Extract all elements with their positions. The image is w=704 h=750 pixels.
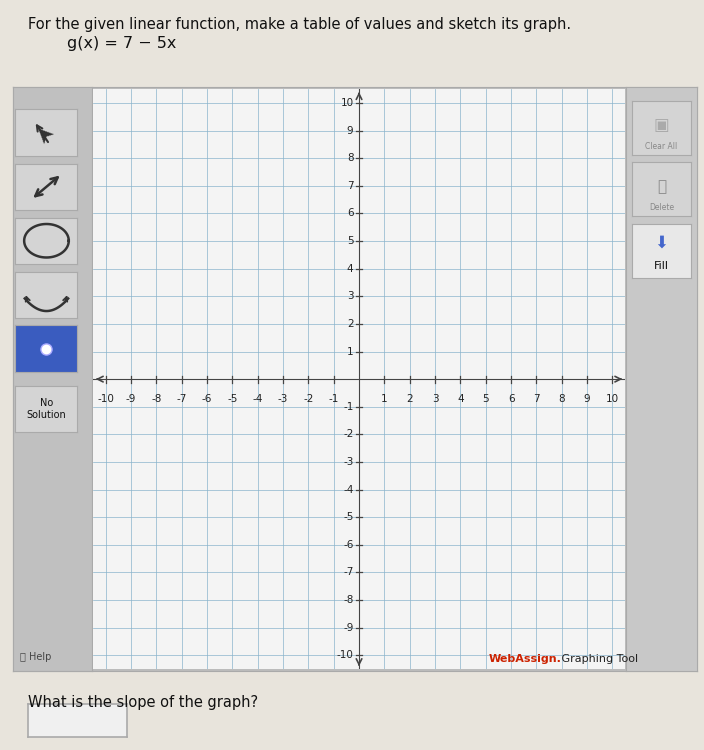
Text: What is the slope of the graph?: What is the slope of the graph? — [28, 695, 258, 710]
Text: ▣: ▣ — [653, 116, 670, 134]
Text: 5: 5 — [482, 394, 489, 404]
Text: -5: -5 — [343, 512, 353, 522]
Text: -9: -9 — [343, 622, 353, 632]
Text: 2: 2 — [406, 394, 413, 404]
Text: 4: 4 — [457, 394, 464, 404]
Text: -6: -6 — [343, 540, 353, 550]
Text: 6: 6 — [347, 209, 353, 218]
Text: WebAssign.: WebAssign. — [489, 655, 562, 664]
Text: Graphing Tool: Graphing Tool — [558, 655, 638, 664]
Text: -3: -3 — [278, 394, 288, 404]
Text: 9: 9 — [347, 126, 353, 136]
Text: 9: 9 — [584, 394, 591, 404]
Text: Delete: Delete — [649, 203, 674, 212]
Text: ⬇: ⬇ — [655, 233, 668, 251]
Text: 8: 8 — [347, 153, 353, 164]
Text: 7: 7 — [533, 394, 540, 404]
Text: -8: -8 — [343, 595, 353, 605]
Text: -5: -5 — [227, 394, 237, 404]
Text: 3: 3 — [347, 291, 353, 302]
Text: -4: -4 — [343, 484, 353, 494]
Text: ⓘ Help: ⓘ Help — [20, 652, 51, 662]
Text: 1: 1 — [381, 394, 388, 404]
Text: -10: -10 — [97, 394, 114, 404]
Text: No
Solution: No Solution — [27, 398, 66, 419]
Text: -2: -2 — [303, 394, 313, 404]
Text: -1: -1 — [343, 402, 353, 412]
Text: Fill: Fill — [654, 260, 669, 271]
Text: -7: -7 — [343, 567, 353, 578]
Text: 10: 10 — [606, 394, 619, 404]
Text: -9: -9 — [126, 394, 136, 404]
Text: -8: -8 — [151, 394, 161, 404]
Text: -1: -1 — [329, 394, 339, 404]
Text: For the given linear function, make a table of values and sketch its graph.: For the given linear function, make a ta… — [28, 16, 571, 32]
Text: Clear All: Clear All — [646, 142, 677, 151]
Text: 10: 10 — [340, 98, 353, 108]
Text: g(x) = 7 − 5x: g(x) = 7 − 5x — [67, 36, 176, 51]
Text: 1: 1 — [347, 346, 353, 356]
Text: 4: 4 — [347, 264, 353, 274]
Text: 5: 5 — [347, 236, 353, 246]
Text: -7: -7 — [177, 394, 187, 404]
Text: -2: -2 — [343, 429, 353, 439]
Text: 2: 2 — [347, 319, 353, 329]
Text: 3: 3 — [432, 394, 439, 404]
Text: 8: 8 — [558, 394, 565, 404]
Text: 7: 7 — [347, 181, 353, 191]
Text: ➤: ➤ — [28, 117, 55, 144]
Text: 🗑: 🗑 — [657, 178, 666, 194]
Text: -3: -3 — [343, 457, 353, 467]
Text: -6: -6 — [202, 394, 212, 404]
Text: -10: -10 — [337, 650, 353, 660]
Text: 6: 6 — [508, 394, 515, 404]
Text: -4: -4 — [253, 394, 263, 404]
